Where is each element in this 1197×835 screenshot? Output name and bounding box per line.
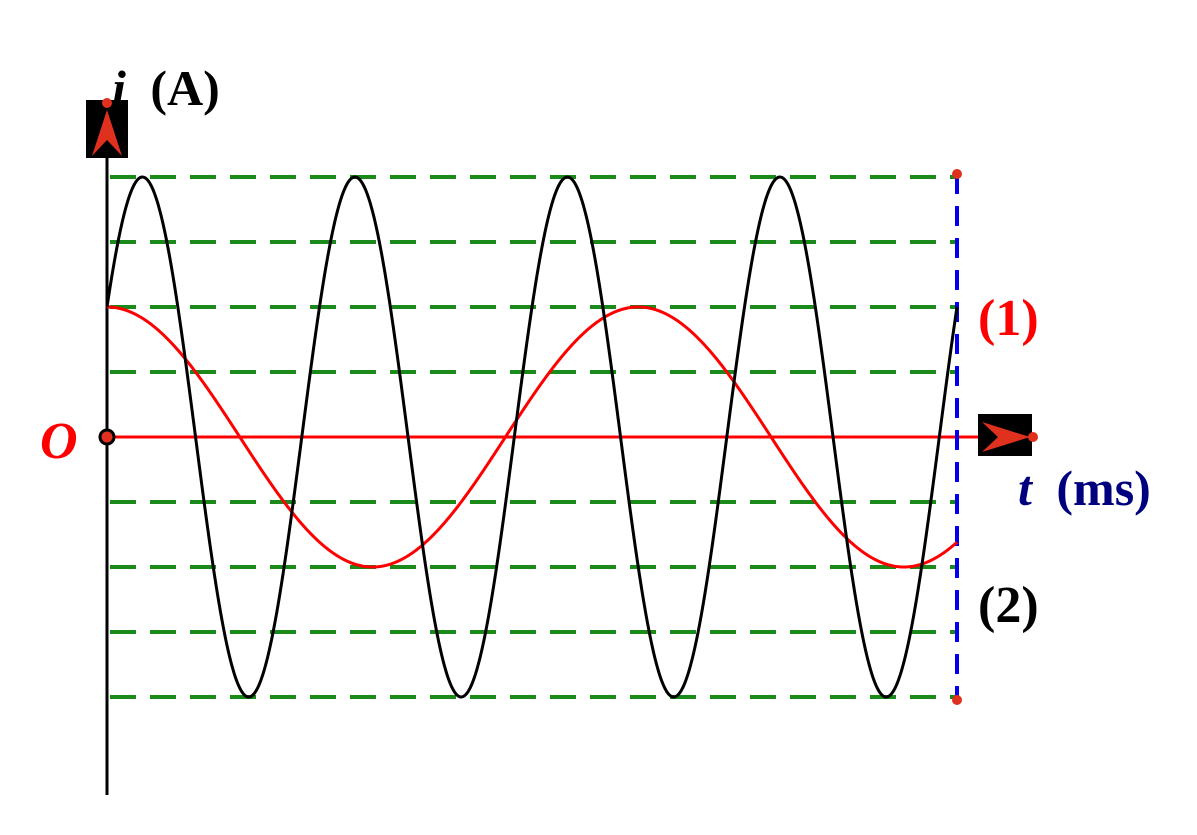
boundary-bottom-point [952, 695, 962, 705]
series [105, 175, 959, 699]
x-axis-label: t (ms) [1018, 460, 1151, 516]
series-2-label: (2) [978, 577, 1039, 634]
y-axis-label: i (A) [112, 60, 220, 116]
series-1-label: (1) [978, 290, 1039, 347]
y-axis-arrow-icon [86, 98, 128, 158]
origin-label: O [40, 413, 78, 470]
origin-point [98, 428, 116, 446]
series-1-line [106, 305, 959, 569]
axes [86, 98, 1038, 795]
x-axis-arrow-icon [978, 414, 1038, 456]
series-2-line [105, 175, 959, 699]
boundary-top-point [952, 169, 962, 179]
